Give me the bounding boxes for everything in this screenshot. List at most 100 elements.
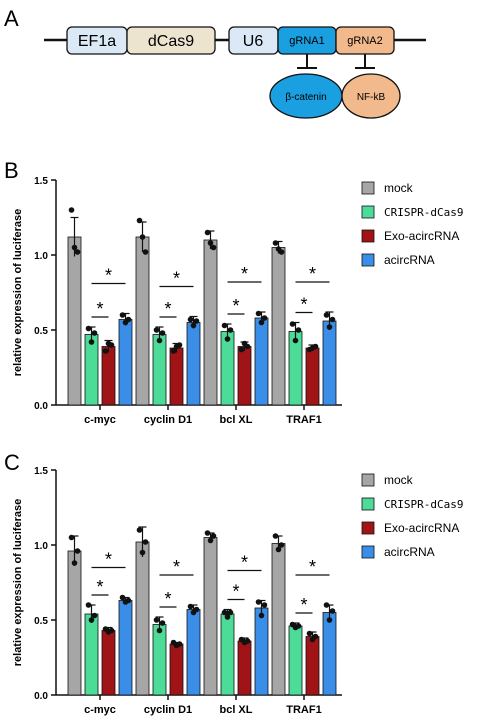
bar: [271, 247, 286, 406]
data-point: [193, 606, 200, 613]
data-point: [244, 343, 251, 350]
data-point: [91, 612, 98, 619]
x-category-label: c-myc: [84, 414, 116, 426]
data-point: [102, 348, 109, 354]
bar: [101, 346, 116, 406]
data-point: [193, 318, 200, 324]
significance-star: *: [96, 299, 103, 319]
bar: [220, 331, 235, 406]
x-category-label: cyclin D1: [144, 704, 192, 716]
data-point: [68, 534, 75, 541]
bar: [118, 319, 133, 406]
data-point: [326, 324, 333, 330]
data-point: [176, 641, 183, 647]
bar: [237, 640, 252, 696]
data-point: [272, 240, 279, 246]
significance-star: *: [309, 557, 316, 577]
data-point: [329, 316, 336, 323]
data-point: [292, 337, 299, 344]
legend-swatch: [361, 497, 375, 511]
data-point: [326, 617, 333, 623]
bar: [288, 625, 303, 696]
data-point: [275, 546, 282, 553]
significance-star: *: [241, 553, 248, 573]
y-axis-title: relative expression of luciferase: [12, 209, 24, 377]
significance-star: *: [105, 550, 112, 570]
data-point: [156, 627, 163, 634]
bar: [305, 636, 320, 696]
significance-star: *: [241, 264, 248, 284]
y-tick-label: 1.0: [34, 541, 48, 552]
bar: [101, 630, 116, 696]
bar: [152, 334, 167, 406]
bar: [220, 613, 235, 696]
data-point: [221, 609, 228, 616]
data-point: [159, 330, 166, 336]
legend-label: acircRNA: [384, 545, 435, 559]
panel-a: A EF1a dCas9 U6 gRNA1 gRNA2 β-catenin NF…: [4, 6, 426, 119]
dcas9-label: dCas9: [148, 33, 194, 50]
chart-panel-c: C 0.0 0.5 1.0 1.5 relative expression of luci…: [4, 450, 463, 716]
panel-letter-c: C: [4, 450, 20, 475]
data-point: [187, 603, 194, 610]
data-point: [224, 614, 231, 620]
bar: [203, 239, 218, 406]
y-tick-label: 0.5: [34, 326, 48, 337]
data-point: [207, 537, 214, 544]
legend-swatch: [361, 473, 375, 487]
data-point: [153, 327, 160, 333]
panel-letter-a: A: [4, 6, 19, 31]
legend-label: mock: [384, 473, 414, 487]
bar: [186, 322, 201, 406]
grna1-label: gRNA1: [289, 35, 324, 47]
bar: [322, 612, 337, 696]
data-point: [88, 617, 95, 623]
data-point: [312, 633, 319, 640]
significance-star: *: [300, 295, 307, 315]
data-point: [176, 342, 183, 348]
legend-label: mock: [384, 181, 414, 195]
data-point: [190, 322, 197, 329]
x-category-label: c-myc: [84, 704, 116, 716]
bar: [169, 347, 184, 406]
data-point: [108, 627, 115, 634]
data-point: [238, 346, 245, 353]
data-point: [108, 342, 115, 348]
significance-star: *: [105, 266, 112, 286]
data-point: [295, 327, 302, 333]
data-point: [289, 321, 296, 327]
legend-swatch: [361, 229, 375, 243]
data-point: [136, 217, 143, 224]
beta-catenin-label: β-catenin: [285, 92, 326, 103]
u6-label: U6: [243, 33, 264, 50]
legend-label: acircRNA: [384, 253, 435, 267]
significance-star: *: [173, 557, 180, 577]
data-point: [227, 327, 234, 333]
legend-swatch: [361, 545, 375, 559]
significance-star: *: [232, 582, 239, 602]
data-point: [323, 602, 330, 608]
significance-star: *: [96, 577, 103, 597]
y-tick-label: 0.0: [34, 401, 48, 412]
data-point: [258, 612, 265, 619]
data-point: [85, 602, 92, 608]
bar: [322, 320, 337, 406]
chart-panel-b: B 0.0 0.5 1.0 1.5 relative expression of luci…: [4, 158, 463, 426]
data-point: [255, 310, 262, 317]
legend-swatch: [361, 205, 375, 219]
data-point: [142, 539, 149, 545]
data-point: [258, 319, 265, 326]
bar: [118, 600, 133, 696]
significance-star: *: [309, 264, 316, 284]
bar: [152, 624, 167, 696]
data-point: [139, 234, 146, 240]
data-point: [159, 620, 166, 626]
significance-star: *: [300, 595, 307, 615]
ef1a-label: EF1a: [78, 33, 116, 50]
data-point: [272, 533, 279, 539]
data-point: [207, 240, 214, 246]
data-point: [71, 244, 78, 251]
legend-swatch: [361, 521, 375, 535]
